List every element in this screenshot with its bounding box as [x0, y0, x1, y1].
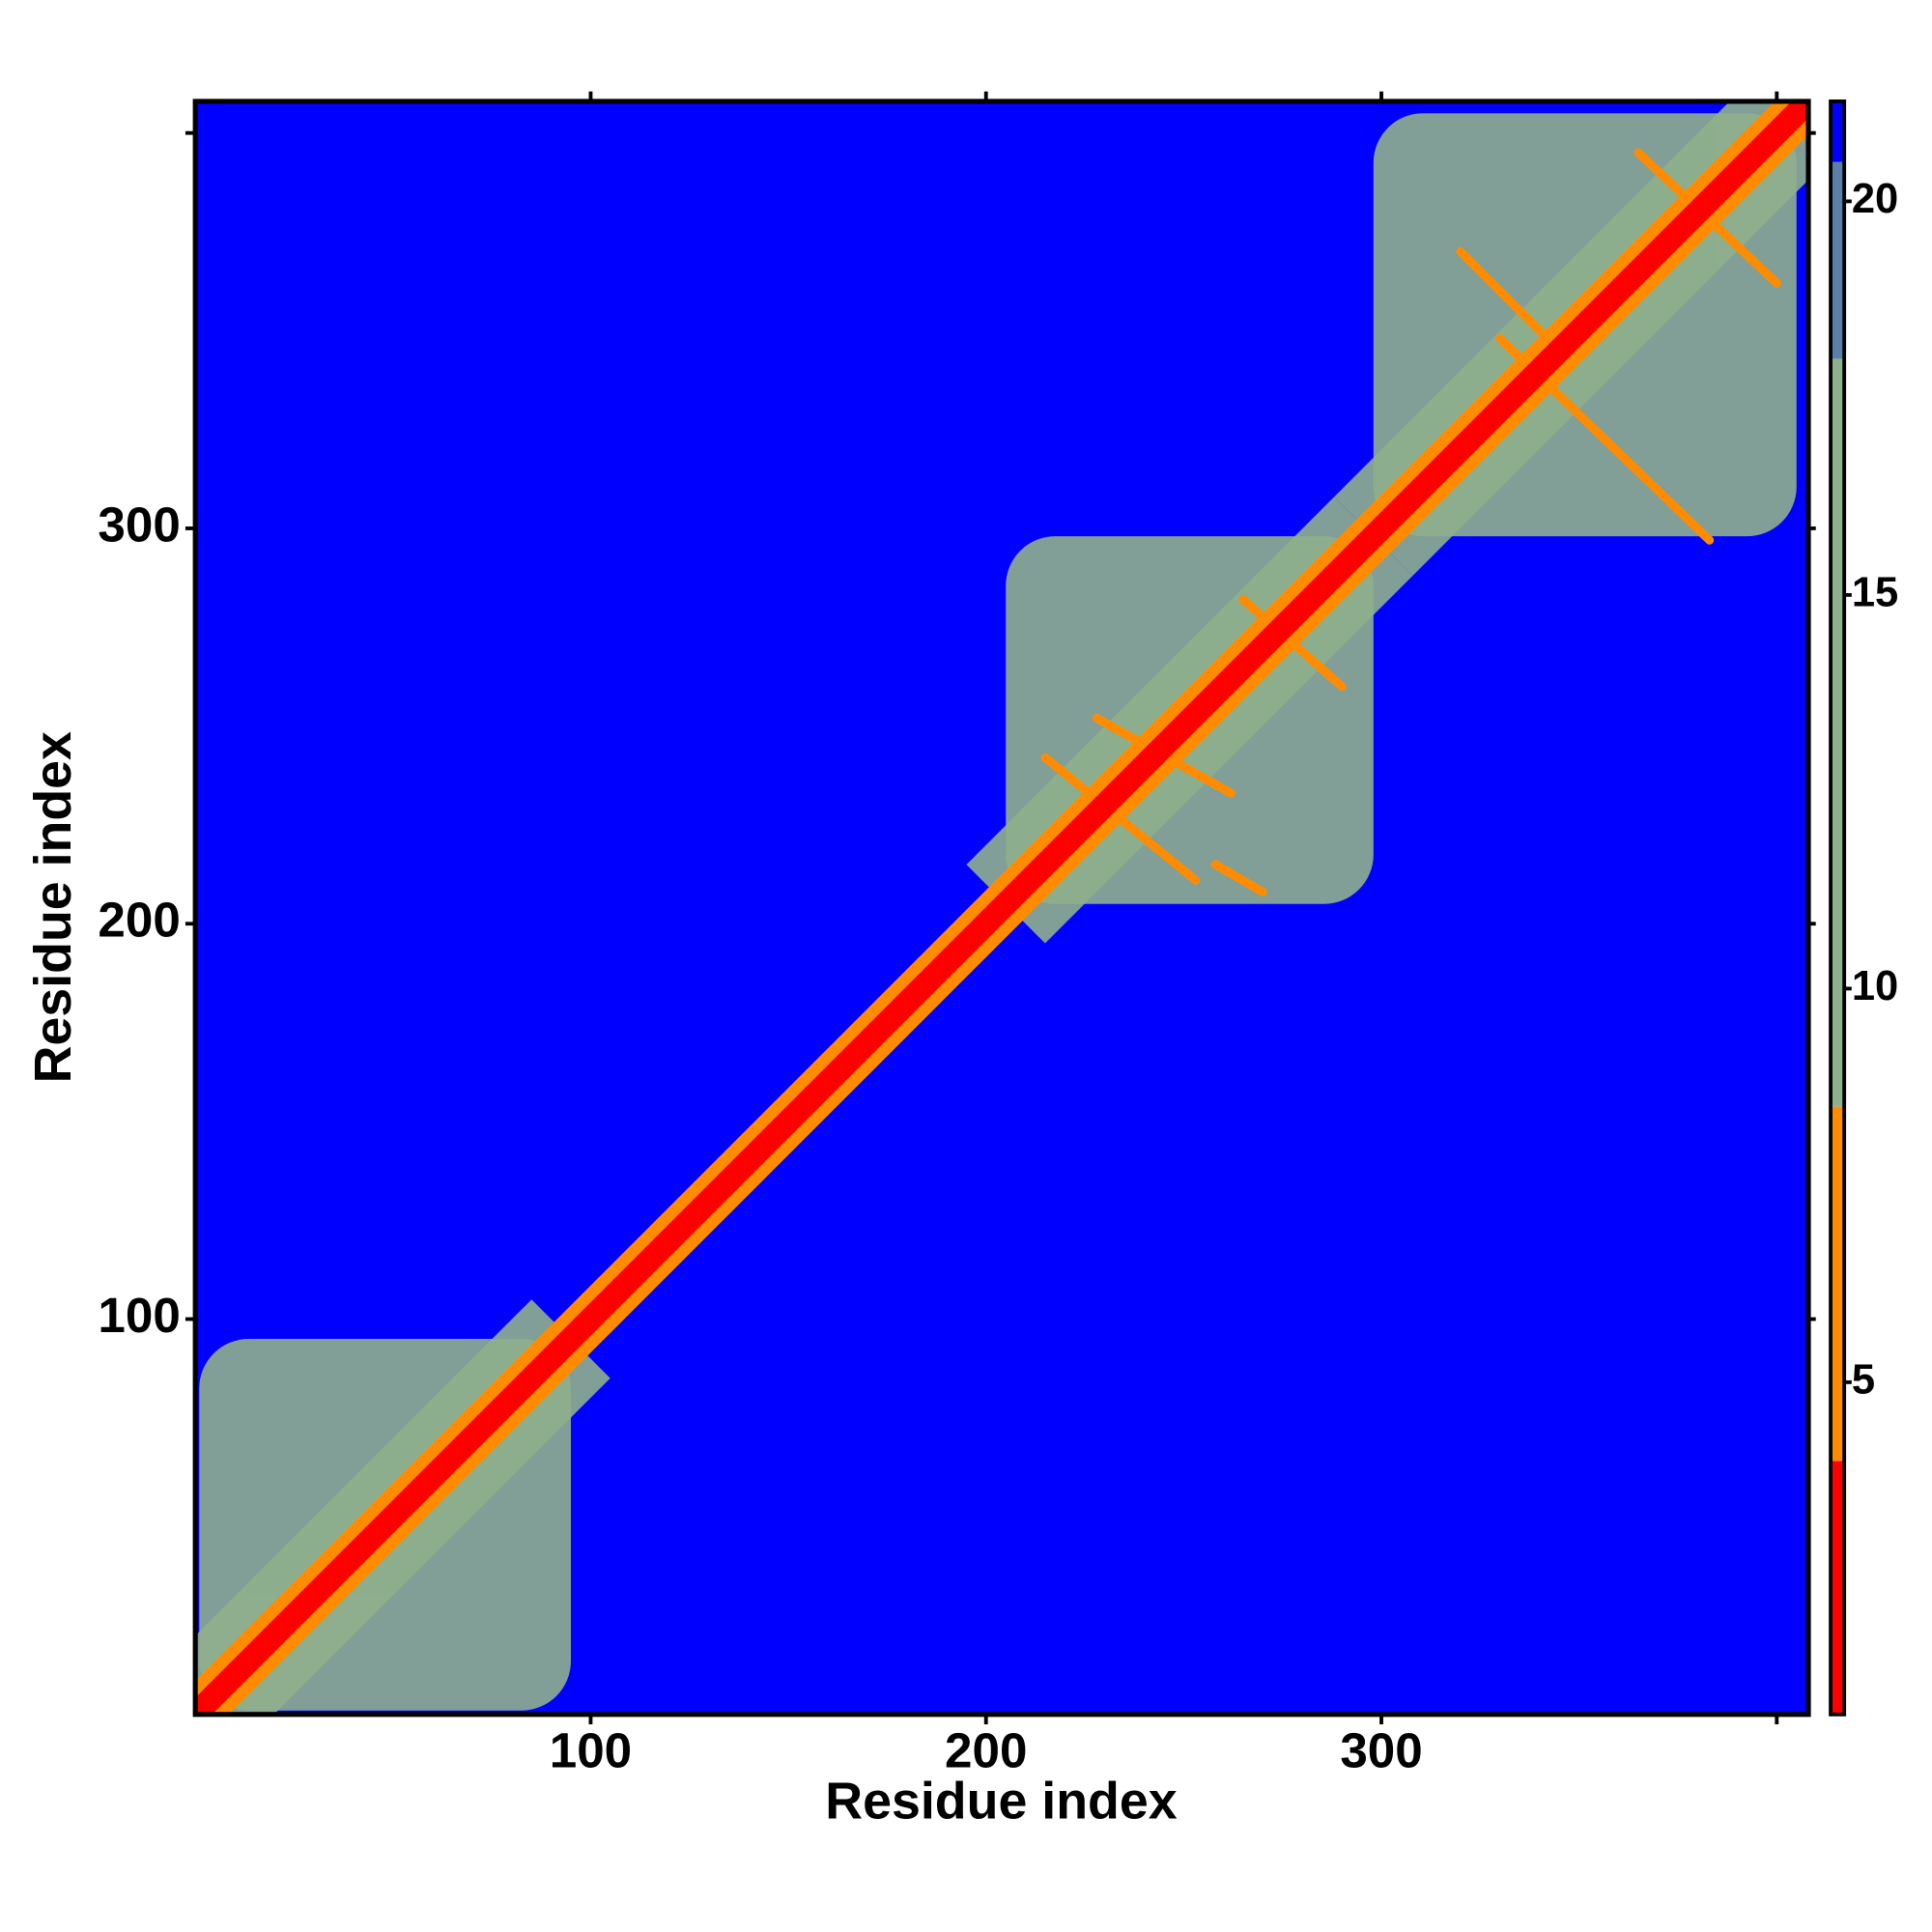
colorbar-tick-label: 5 — [1852, 1356, 1875, 1403]
colorbar-tick-label: 10 — [1852, 963, 1898, 1009]
y-tick-label: 300 — [98, 497, 180, 552]
x-tick-label: 200 — [945, 1722, 1027, 1777]
plot — [195, 100, 1809, 1715]
colorbar-segment — [1831, 100, 1845, 162]
colorbar-frame — [1829, 99, 1847, 1717]
y-tick-label: 200 — [98, 893, 180, 948]
strand-contact — [1210, 860, 1267, 896]
x-axis-label: Residue index — [825, 1772, 1177, 1830]
colorbar-segment — [1831, 1461, 1845, 1715]
y-axis-label: Residue index — [24, 731, 82, 1083]
plot-frame — [192, 99, 1811, 1718]
diagonal — [195, 100, 1809, 1715]
colorbar-tick-label: 15 — [1852, 569, 1898, 615]
colorbar-segment — [1831, 1106, 1845, 1462]
colorbar-tick-label: 20 — [1852, 176, 1898, 222]
x-tick-label: 300 — [1340, 1722, 1422, 1777]
colorbar-segment — [1831, 358, 1845, 1107]
y-tick-label: 100 — [98, 1288, 180, 1343]
x-tick-label: 100 — [550, 1722, 632, 1777]
colorbar-segment — [1831, 161, 1845, 359]
